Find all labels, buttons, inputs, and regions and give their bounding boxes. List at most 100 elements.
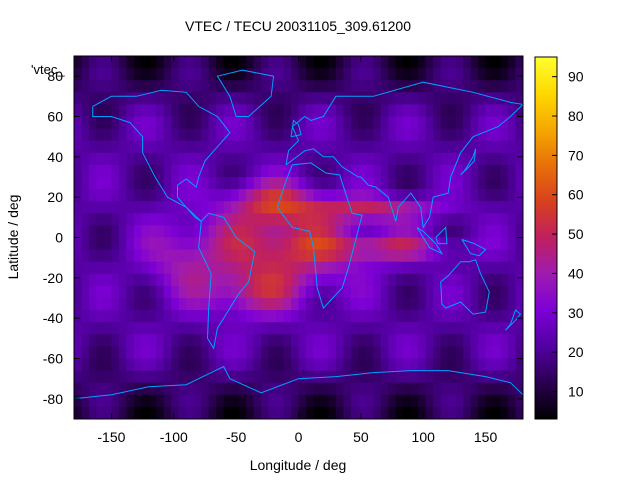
heatmap-cell (216, 177, 225, 190)
heatmap-cell (425, 370, 434, 384)
heatmap-cell (298, 201, 307, 214)
heatmap-cell (276, 358, 285, 372)
heatmap-cell (178, 310, 187, 323)
heatmap-cell (418, 346, 427, 359)
heatmap-cell (448, 237, 457, 251)
heatmap-cell (261, 237, 270, 251)
heatmap-cell (178, 152, 187, 166)
heatmap-cell (74, 164, 82, 178)
heatmap-cell (358, 249, 367, 263)
heatmap-cell (485, 68, 494, 81)
heatmap-cell (328, 201, 337, 214)
heatmap-cell (81, 358, 90, 372)
heatmap-cell (493, 104, 502, 117)
heatmap-cell (103, 213, 112, 226)
heatmap-cell (298, 189, 307, 202)
heatmap-cell (118, 273, 127, 287)
heatmap-cell (163, 189, 172, 202)
heatmap-cell (148, 116, 157, 130)
heatmap-cell (388, 261, 397, 275)
heatmap-cell (148, 249, 157, 263)
heatmap-cell (171, 116, 180, 130)
heatmap-cell (463, 334, 472, 347)
heatmap-cell (238, 358, 247, 372)
heatmap-cell (81, 394, 90, 408)
heatmap-cell (268, 237, 277, 251)
heatmap-cell (358, 261, 367, 275)
heatmap-cell (253, 56, 262, 69)
heatmap-cell (81, 152, 90, 166)
heatmap-cell (493, 310, 502, 323)
heatmap-cell (193, 104, 202, 117)
heatmap-cell (343, 56, 352, 69)
heatmap-cell (470, 164, 479, 178)
heatmap-cell (163, 382, 172, 396)
heatmap-cell (433, 225, 442, 238)
heatmap-cell (448, 298, 457, 311)
heatmap-cell (118, 68, 127, 81)
heatmap-cell (305, 358, 314, 372)
heatmap-cell (448, 382, 457, 396)
heatmap-cell (261, 298, 270, 311)
heatmap-cell (440, 285, 449, 299)
heatmap-cell (478, 116, 487, 130)
heatmap-cell (171, 237, 180, 251)
heatmap-cell (291, 56, 299, 69)
heatmap-cell (111, 334, 120, 347)
heatmap-cell (425, 358, 434, 372)
heatmap-cell (373, 273, 382, 287)
heatmap-cell (455, 261, 464, 275)
heatmap-cell (193, 225, 202, 238)
heatmap-cell (126, 237, 135, 251)
heatmap-cell (418, 140, 427, 154)
heatmap-cell (231, 177, 240, 190)
heatmap-cell (223, 164, 232, 178)
heatmap-cell (111, 346, 120, 359)
heatmap-cell (485, 56, 494, 69)
heatmap-cell (216, 346, 225, 359)
heatmap-cell (246, 394, 255, 408)
heatmap-cell (508, 92, 517, 105)
heatmap-cell (148, 164, 157, 178)
heatmap-cell (171, 80, 180, 93)
heatmap-cell (133, 104, 142, 117)
heatmap-cell (223, 273, 232, 287)
heatmap-cell (350, 406, 359, 420)
heatmap-cell (508, 370, 517, 384)
heatmap-cell (508, 261, 517, 275)
heatmap-cell (178, 249, 187, 263)
heatmap-cell (343, 298, 352, 311)
heatmap-cell (156, 261, 165, 275)
heatmap-cell (261, 334, 270, 347)
heatmap-cell (493, 140, 502, 154)
heatmap-cell (246, 152, 255, 166)
heatmap-cell (343, 92, 352, 105)
x-axis-label: Longitude / deg (250, 457, 347, 473)
heatmap-cell (156, 92, 165, 105)
heatmap-cell (298, 346, 307, 359)
heatmap-cell (148, 370, 157, 384)
x-tick-label: 100 (412, 429, 436, 445)
heatmap-cell (448, 164, 457, 178)
heatmap-cell (365, 322, 374, 335)
heatmap-cell (380, 116, 389, 130)
heatmap-cell (350, 92, 359, 105)
heatmap-cell (448, 346, 457, 359)
heatmap-cell (500, 382, 509, 396)
heatmap-cell (478, 189, 487, 202)
heatmap-cell (74, 80, 82, 93)
heatmap-cell (500, 213, 509, 226)
heatmap-cell (276, 56, 285, 69)
heatmap-cell (410, 322, 419, 335)
heatmap-cell (500, 140, 509, 154)
heatmap-cell (103, 334, 112, 347)
heatmap-cell (433, 80, 442, 93)
heatmap-cell (291, 213, 299, 226)
heatmap-cell (433, 370, 442, 384)
heatmap-cell (103, 346, 112, 359)
heatmap-cell (118, 285, 127, 299)
heatmap-cell (380, 358, 389, 372)
heatmap-cell (246, 237, 255, 251)
heatmap-cell (500, 225, 509, 238)
heatmap-cell (448, 370, 457, 384)
